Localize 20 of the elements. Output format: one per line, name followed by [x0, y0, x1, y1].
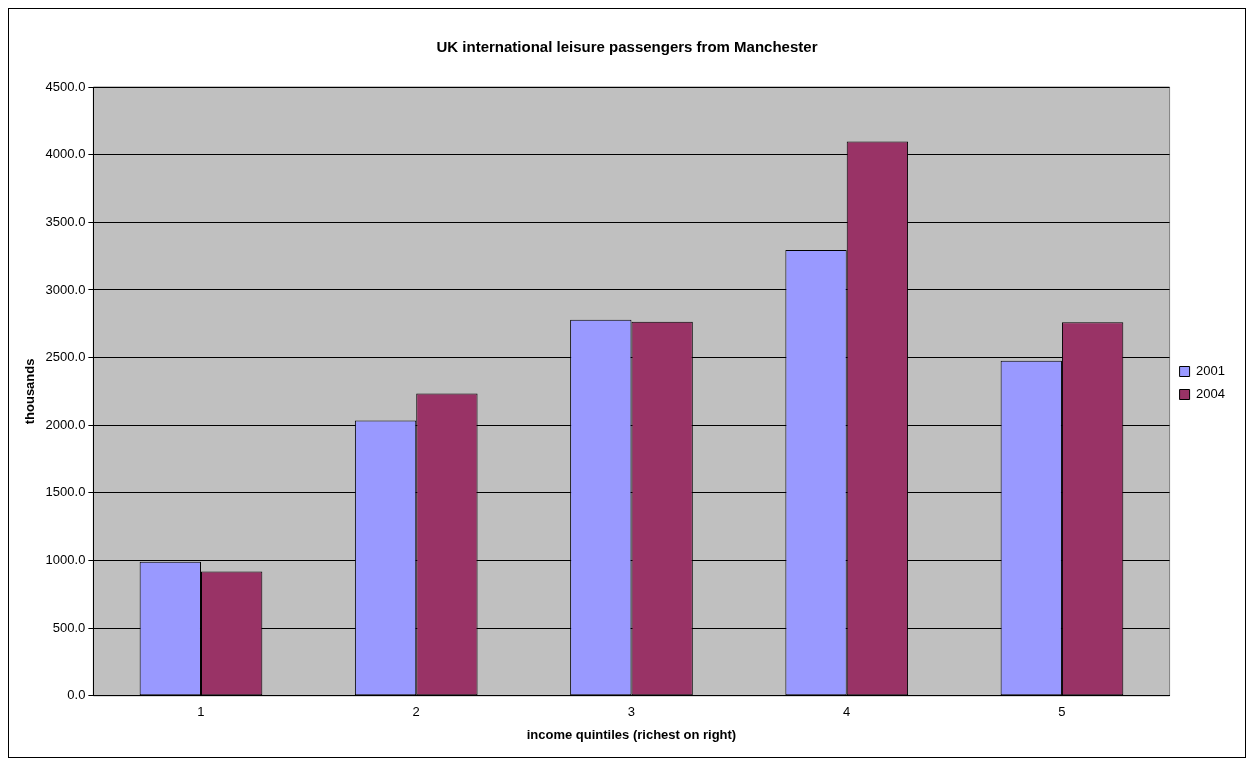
x-tick-label: 2	[412, 704, 420, 720]
y-tick-label: 2500.0	[45, 349, 86, 365]
y-tick-label: 4500.0	[45, 78, 86, 94]
y-tick-label: 500.0	[52, 619, 86, 635]
y-axis-title: thousands	[22, 358, 38, 425]
chart-title: UK international leisure passengers from Manchester	[436, 38, 818, 56]
x-tick-label: 3	[627, 704, 636, 720]
y-tick-label: 0.0	[67, 687, 86, 703]
y-tick-label: 4000.0	[45, 146, 86, 162]
x-tick-label: 1	[197, 704, 205, 720]
y-tick-label: 2000.0	[45, 416, 86, 432]
legend-label: 2001	[1196, 363, 1225, 379]
y-tick-label: 3500.0	[45, 213, 86, 229]
y-tick-label: 1500.0	[45, 484, 86, 500]
x-axis-title: income quintiles (richest on right)	[526, 726, 737, 742]
x-tick-label: 4	[843, 704, 851, 720]
x-tick-label: 5	[1058, 704, 1066, 720]
legend-label: 2004	[1196, 386, 1225, 402]
y-tick-label: 3000.0	[45, 281, 86, 297]
y-tick-label: 1000.0	[45, 552, 86, 568]
